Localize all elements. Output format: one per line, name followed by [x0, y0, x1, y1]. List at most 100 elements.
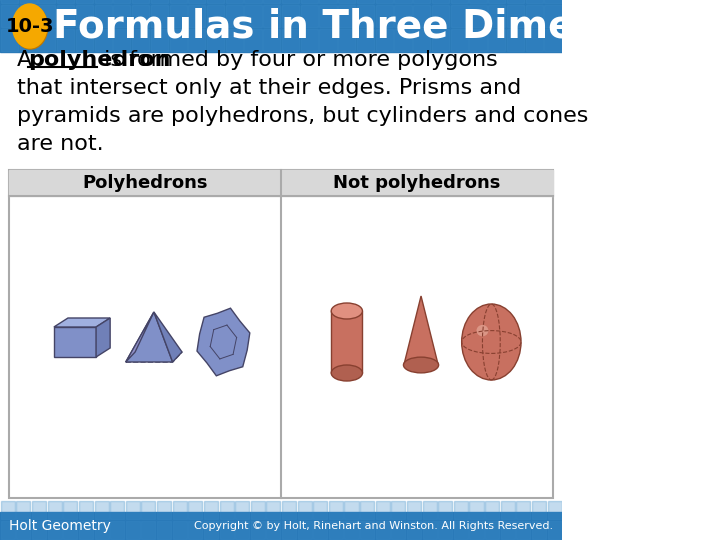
- Bar: [113, 29, 130, 51]
- Text: polyhedron: polyhedron: [28, 50, 171, 70]
- Bar: [126, 521, 140, 539]
- Bar: [220, 521, 233, 539]
- Bar: [320, 0, 337, 3]
- Polygon shape: [54, 318, 110, 327]
- Bar: [500, 501, 515, 519]
- Bar: [507, 5, 524, 27]
- Bar: [94, 521, 109, 539]
- Bar: [63, 501, 77, 519]
- Bar: [469, 521, 484, 539]
- Polygon shape: [126, 312, 154, 362]
- Bar: [132, 29, 149, 51]
- Bar: [113, 5, 130, 27]
- Bar: [376, 521, 390, 539]
- Text: that intersect only at their edges. Prisms and: that intersect only at their edges. Pris…: [17, 78, 521, 98]
- Bar: [438, 521, 452, 539]
- Bar: [357, 29, 374, 51]
- Bar: [32, 521, 46, 539]
- Bar: [110, 501, 125, 519]
- Bar: [207, 0, 224, 3]
- Bar: [532, 501, 546, 519]
- Bar: [526, 29, 543, 51]
- Bar: [282, 0, 300, 3]
- Bar: [548, 521, 562, 539]
- Bar: [57, 0, 74, 3]
- Bar: [0, 52, 562, 512]
- Bar: [423, 501, 436, 519]
- Bar: [544, 29, 562, 51]
- Bar: [297, 521, 312, 539]
- Bar: [413, 5, 431, 27]
- Bar: [392, 501, 405, 519]
- Polygon shape: [126, 312, 173, 362]
- Bar: [245, 29, 261, 51]
- Bar: [188, 501, 202, 519]
- Bar: [301, 5, 318, 27]
- Text: is formed by four or more polygons: is formed by four or more polygons: [97, 50, 498, 70]
- Bar: [360, 501, 374, 519]
- Bar: [329, 521, 343, 539]
- Ellipse shape: [331, 365, 362, 381]
- Bar: [169, 29, 186, 51]
- Bar: [395, 0, 412, 3]
- Bar: [63, 521, 77, 539]
- Bar: [282, 501, 296, 519]
- Bar: [188, 29, 205, 51]
- Bar: [141, 501, 156, 519]
- Bar: [235, 501, 249, 519]
- Polygon shape: [126, 352, 182, 362]
- Bar: [173, 521, 186, 539]
- Bar: [516, 521, 531, 539]
- Bar: [38, 5, 55, 27]
- Text: are not.: are not.: [17, 134, 104, 154]
- Bar: [226, 5, 243, 27]
- Bar: [141, 521, 156, 539]
- Bar: [526, 0, 543, 3]
- Bar: [1, 521, 15, 539]
- Bar: [264, 0, 280, 3]
- Bar: [251, 521, 265, 539]
- Bar: [344, 501, 359, 519]
- Bar: [516, 501, 531, 519]
- Text: Not polyhedrons: Not polyhedrons: [333, 174, 501, 192]
- Bar: [532, 521, 546, 539]
- Bar: [169, 5, 186, 27]
- Bar: [113, 0, 130, 3]
- Polygon shape: [154, 312, 182, 362]
- Bar: [432, 5, 449, 27]
- Bar: [432, 29, 449, 51]
- Bar: [451, 5, 468, 27]
- Bar: [94, 501, 109, 519]
- Bar: [451, 29, 468, 51]
- Bar: [126, 501, 140, 519]
- Bar: [76, 29, 93, 51]
- Bar: [338, 5, 356, 27]
- Bar: [376, 501, 390, 519]
- Bar: [38, 29, 55, 51]
- Bar: [204, 521, 218, 539]
- Bar: [76, 5, 93, 27]
- Bar: [469, 29, 487, 51]
- Bar: [338, 29, 356, 51]
- Bar: [301, 0, 318, 3]
- Bar: [1, 501, 15, 519]
- Bar: [454, 501, 468, 519]
- Bar: [0, 0, 562, 52]
- Bar: [344, 521, 359, 539]
- Bar: [188, 5, 205, 27]
- Bar: [507, 29, 524, 51]
- Bar: [245, 0, 261, 3]
- Circle shape: [13, 5, 48, 49]
- Bar: [301, 29, 318, 51]
- Bar: [207, 5, 224, 27]
- Bar: [454, 521, 468, 539]
- Bar: [150, 0, 168, 3]
- Bar: [395, 29, 412, 51]
- Bar: [360, 521, 374, 539]
- Bar: [19, 29, 37, 51]
- Bar: [264, 29, 280, 51]
- Bar: [48, 521, 62, 539]
- Bar: [157, 521, 171, 539]
- Bar: [76, 0, 93, 3]
- Bar: [469, 501, 484, 519]
